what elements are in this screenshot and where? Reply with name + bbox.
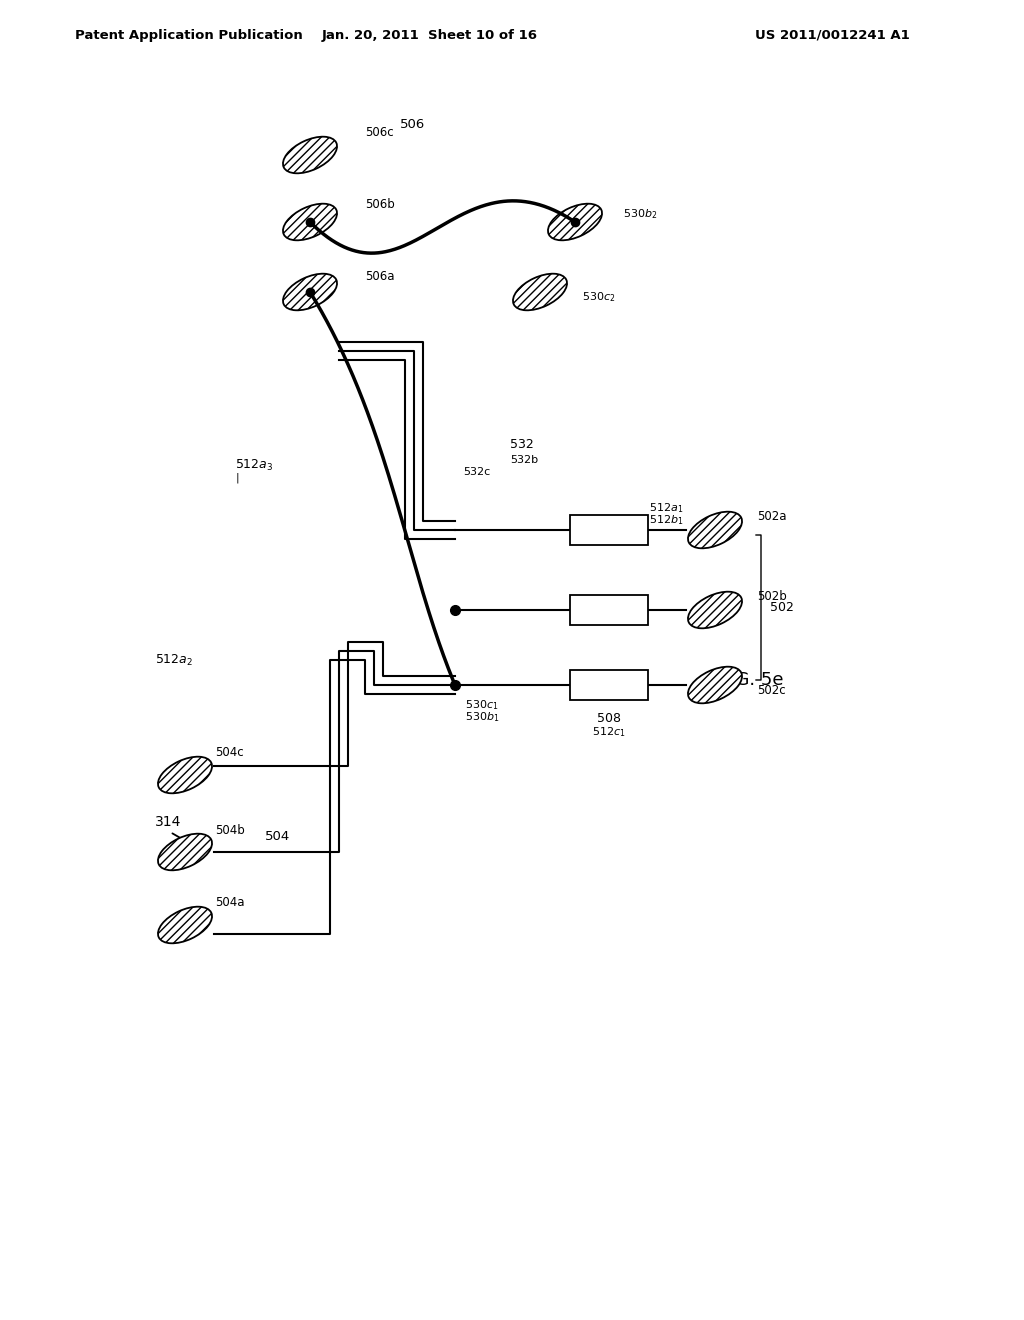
Text: $530b_2$: $530b_2$ [623, 207, 657, 220]
Text: $530c_1$: $530c_1$ [465, 698, 499, 711]
Text: 532: 532 [510, 438, 534, 451]
Ellipse shape [158, 834, 212, 870]
Text: FIG. 5e: FIG. 5e [720, 671, 783, 689]
Text: 502a: 502a [757, 510, 786, 523]
Text: 502c: 502c [757, 684, 785, 697]
Text: 504a: 504a [215, 896, 245, 909]
Text: $530c_2$: $530c_2$ [582, 290, 615, 304]
Ellipse shape [283, 137, 337, 173]
Text: Jan. 20, 2011  Sheet 10 of 16: Jan. 20, 2011 Sheet 10 of 16 [322, 29, 538, 41]
Text: $512b_1$: $512b_1$ [649, 513, 683, 527]
Text: 506a: 506a [365, 271, 394, 284]
Text: 314: 314 [155, 814, 181, 829]
Text: 502: 502 [770, 601, 794, 614]
Ellipse shape [283, 203, 337, 240]
Text: Patent Application Publication: Patent Application Publication [75, 29, 303, 41]
Ellipse shape [283, 273, 337, 310]
Text: 532c: 532c [463, 467, 490, 477]
Bar [570, 595, 648, 624]
Ellipse shape [688, 512, 742, 548]
Text: 504b: 504b [215, 824, 245, 837]
Text: 508: 508 [597, 711, 621, 725]
Text: 506b: 506b [365, 198, 394, 210]
Text: $512a_1$: $512a_1$ [649, 502, 683, 515]
Ellipse shape [158, 756, 212, 793]
Ellipse shape [158, 907, 212, 944]
Ellipse shape [513, 273, 567, 310]
Text: $512a_3$: $512a_3$ [234, 458, 273, 473]
Text: 502b: 502b [757, 590, 786, 602]
Text: $530b_1$: $530b_1$ [465, 710, 500, 723]
Bar [570, 671, 648, 700]
Ellipse shape [548, 203, 602, 240]
Text: US 2011/0012241 A1: US 2011/0012241 A1 [755, 29, 909, 41]
Text: 504: 504 [265, 830, 290, 843]
Text: 532b: 532b [510, 455, 539, 465]
Bar [570, 515, 648, 545]
Text: 506c: 506c [365, 127, 393, 140]
Text: $512a_2$: $512a_2$ [155, 652, 194, 668]
Text: $\mathsf{|}$: $\mathsf{|}$ [234, 471, 240, 484]
Text: 506: 506 [400, 119, 425, 132]
Text: 504c: 504c [215, 747, 244, 759]
Ellipse shape [688, 591, 742, 628]
Ellipse shape [688, 667, 742, 704]
Text: $512c_1$: $512c_1$ [592, 725, 626, 739]
